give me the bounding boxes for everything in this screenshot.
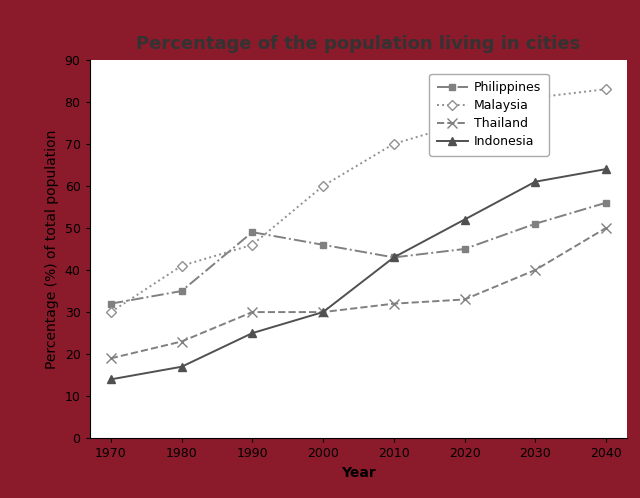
Malaysia <box>107 309 115 315</box>
Indonesia <box>178 364 186 370</box>
Title: Percentage of the population living in cities: Percentage of the population living in c… <box>136 35 580 53</box>
Line: Thailand: Thailand <box>106 223 611 363</box>
Legend: Philippines, Malaysia, Thailand, Indonesia: Philippines, Malaysia, Thailand, Indones… <box>429 74 549 155</box>
Malaysia <box>248 242 256 248</box>
Malaysia <box>178 263 186 269</box>
Y-axis label: Percentage (%) of total population: Percentage (%) of total population <box>45 129 59 369</box>
Thailand <box>602 225 610 231</box>
Thailand <box>531 267 539 273</box>
Malaysia <box>602 86 610 92</box>
Philippines <box>248 229 256 235</box>
Indonesia <box>390 254 397 260</box>
Malaysia <box>461 120 468 126</box>
Indonesia <box>602 166 610 172</box>
X-axis label: Year: Year <box>341 466 376 480</box>
Line: Indonesia: Indonesia <box>107 165 610 383</box>
Indonesia <box>248 330 256 336</box>
Philippines <box>390 254 397 260</box>
Philippines <box>319 242 327 248</box>
Line: Philippines: Philippines <box>108 199 609 307</box>
Indonesia <box>107 376 115 382</box>
Thailand <box>107 356 115 362</box>
Indonesia <box>319 309 327 315</box>
Thailand <box>390 301 397 307</box>
Philippines <box>461 246 468 252</box>
Philippines <box>178 288 186 294</box>
Indonesia <box>531 179 539 185</box>
Thailand <box>319 309 327 315</box>
Indonesia <box>461 217 468 223</box>
Thailand <box>461 296 468 302</box>
Malaysia <box>531 95 539 101</box>
Line: Malaysia: Malaysia <box>108 86 609 316</box>
Malaysia <box>319 183 327 189</box>
Malaysia <box>390 141 397 147</box>
Thailand <box>178 339 186 345</box>
Philippines <box>602 200 610 206</box>
Philippines <box>531 221 539 227</box>
Philippines <box>107 301 115 307</box>
Thailand <box>248 309 256 315</box>
